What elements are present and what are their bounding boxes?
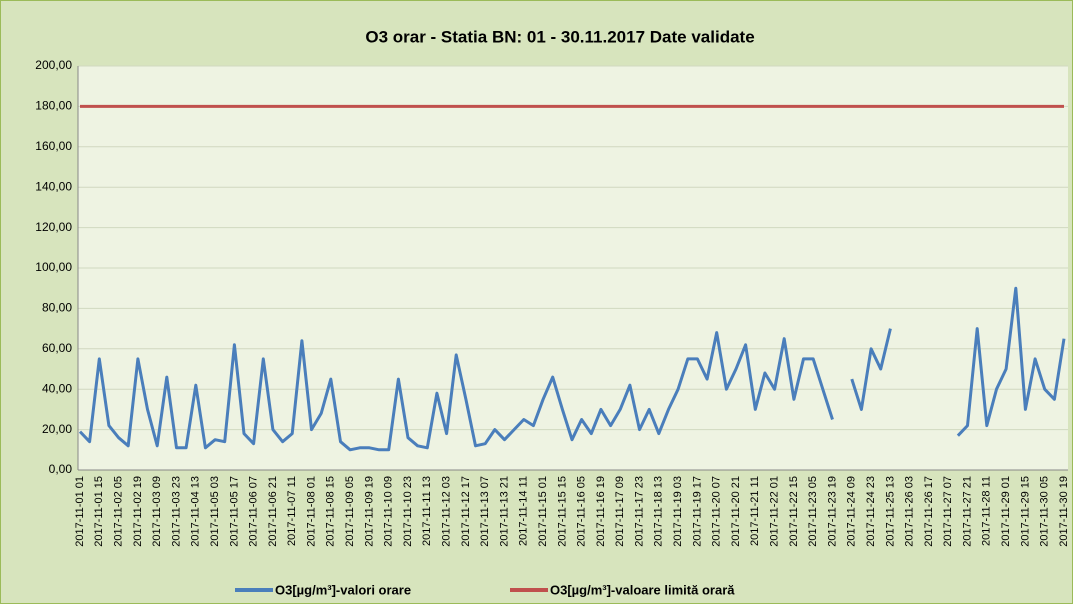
x-tick-label: 2017-11-29 15 [1019,476,1031,547]
x-tick-label: 2017-11-20 07 [711,476,723,547]
y-tick-label: 180,00 [35,99,72,113]
legend-label: O3[µg/m³]-valori orare [275,582,411,597]
x-tick-label: 2017-11-09 05 [344,476,356,547]
x-tick-label: 2017-11-19 03 [672,476,684,547]
y-tick-label: 20,00 [42,422,72,436]
x-tick-label: 2017-11-06 07 [248,476,260,547]
x-tick-label: 2017-11-13 21 [498,476,510,547]
x-tick-label: 2017-11-03 09 [151,476,163,547]
x-tick-label: 2017-11-11 13 [421,476,433,546]
x-tick-label: 2017-11-29 01 [1000,476,1012,547]
y-tick-label: 140,00 [35,179,72,193]
x-tick-label: 2017-11-21 11 [749,476,761,546]
x-tick-label: 2017-11-27 07 [942,476,954,547]
x-tick-label: 2017-11-13 07 [479,476,491,547]
y-tick-label: 0,00 [49,462,73,476]
y-tick-label: 100,00 [35,260,72,274]
x-tick-label: 2017-11-23 05 [807,476,819,547]
x-tick-label: 2017-11-10 09 [383,476,395,547]
x-tick-label: 2017-11-24 23 [865,476,877,547]
x-tick-label: 2017-11-26 17 [923,476,935,547]
x-tick-label: 2017-11-02 05 [112,476,124,547]
x-tick-label: 2017-11-15 01 [537,476,549,547]
x-tick-label: 2017-11-27 21 [961,476,973,547]
x-tick-label: 2017-11-05 17 [228,476,240,547]
x-tick-label: 2017-11-30 19 [1058,476,1070,547]
x-tick-label: 2017-11-22 15 [788,476,800,547]
x-tick-label: 2017-11-16 19 [595,476,607,547]
x-tick-label: 2017-11-25 13 [884,476,896,547]
x-tick-label: 2017-11-18 13 [653,476,665,547]
x-tick-label: 2017-11-05 03 [209,476,221,547]
x-tick-label: 2017-11-17 23 [633,476,645,547]
x-tick-label: 2017-11-17 09 [614,476,626,547]
x-tick-label: 2017-11-28 11 [981,476,993,546]
y-tick-label: 80,00 [42,301,72,315]
data-line [78,286,1066,452]
x-tick-label: 2017-11-20 21 [730,476,742,547]
x-tick-label: 2017-11-16 05 [576,476,588,547]
x-tick-label: 2017-11-08 01 [305,476,317,547]
y-tick-label: 160,00 [35,139,72,153]
x-tick-label: 2017-11-01 01 [74,476,86,547]
y-tick-label: 200,00 [35,58,72,72]
x-tick-label: 2017-11-12 17 [460,476,472,547]
x-tick-label: 2017-11-14 11 [518,476,530,546]
x-tick-label: 2017-11-26 03 [904,476,916,547]
x-tick-label: 2017-11-02 19 [132,476,144,547]
x-tick-label: 2017-11-24 09 [846,476,858,547]
x-tick-label: 2017-11-03 23 [170,476,182,547]
x-tick-label: 2017-11-09 19 [363,476,375,547]
chart-title: O3 orar - Statia BN: 01 - 30.11.2017 Dat… [365,27,754,46]
y-tick-label: 60,00 [42,341,72,355]
x-tick-label: 2017-11-19 17 [691,476,703,547]
y-tick-label: 40,00 [42,381,72,395]
x-tick-label: 2017-11-10 23 [402,476,414,547]
x-tick-label: 2017-11-30 05 [1039,476,1051,547]
x-tick-label: 2017-11-06 21 [267,476,279,547]
legend-label: O3[µg/m³]-valoare limită orară [550,582,735,597]
x-tick-label: 2017-11-23 19 [826,476,838,547]
x-tick-label: 2017-11-15 15 [556,476,568,547]
x-tick-label: 2017-11-22 01 [768,476,780,547]
y-tick-label: 120,00 [35,220,72,234]
x-tick-label: 2017-11-01 15 [93,476,105,547]
x-tick-label: 2017-11-08 15 [325,476,337,547]
x-tick-label: 2017-11-04 13 [190,476,202,547]
x-tick-label: 2017-11-12 03 [440,476,452,547]
x-tick-label: 2017-11-07 11 [286,476,298,546]
